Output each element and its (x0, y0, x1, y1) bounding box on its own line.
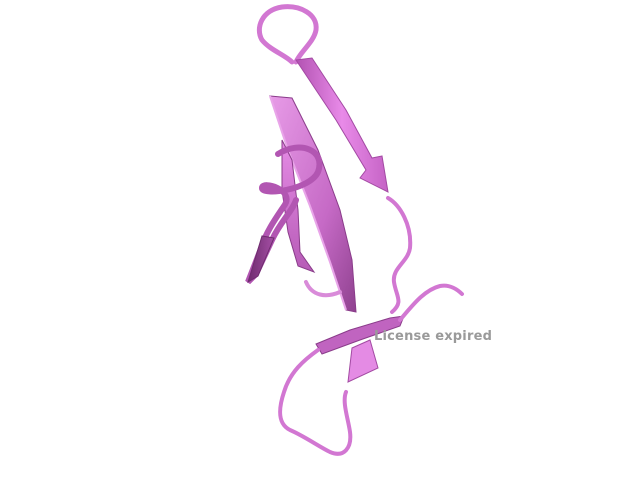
small-loop (304, 280, 342, 298)
c-terminal-loop (386, 196, 413, 314)
beta-strand-5 (347, 339, 379, 383)
helix-shadow (247, 235, 275, 284)
tail-loop (398, 283, 464, 322)
beta-strand-1 (295, 57, 389, 193)
top-loop (256, 4, 319, 65)
beta-strand-4 (315, 315, 405, 355)
beta-strand-2-edge (269, 95, 347, 311)
bottom-loop (278, 348, 353, 456)
license-watermark: License expired (374, 329, 493, 344)
